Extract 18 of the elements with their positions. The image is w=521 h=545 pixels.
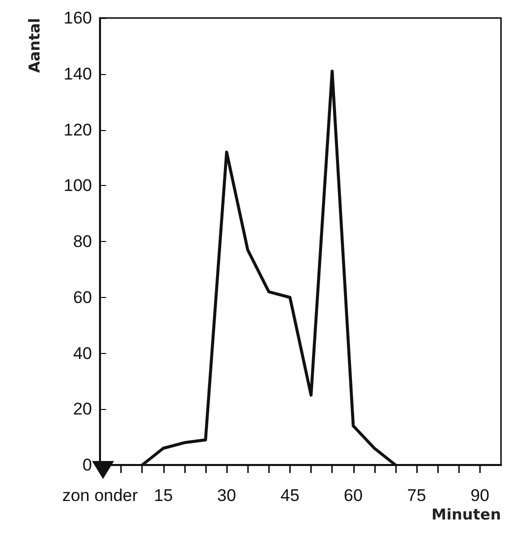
y-tick-label: 80 bbox=[73, 232, 92, 251]
y-tick-label: 0 bbox=[82, 456, 92, 474]
x-tick-label: 75 bbox=[407, 486, 426, 505]
x-tick-label: 90 bbox=[470, 486, 490, 505]
y-tick-label: 20 bbox=[73, 400, 92, 419]
x-axis-title: Minuten bbox=[432, 506, 501, 524]
x-tick-label: 15 bbox=[154, 486, 173, 505]
x-tick-label: 45 bbox=[280, 486, 300, 505]
y-tick-label: 140 bbox=[64, 64, 92, 84]
y-tick-label: 60 bbox=[73, 288, 92, 307]
y-tick-label: 120 bbox=[64, 120, 92, 140]
y-axis-title: Aantal bbox=[26, 18, 44, 73]
x-tick-label: 60 bbox=[344, 486, 363, 505]
y-tick-label: 40 bbox=[73, 344, 92, 363]
y-tick-label: 100 bbox=[64, 176, 92, 196]
x-tick-label: 30 bbox=[217, 486, 236, 505]
x-tick-label: zon onder bbox=[62, 486, 138, 505]
y-tick-label: 160 bbox=[64, 8, 92, 28]
